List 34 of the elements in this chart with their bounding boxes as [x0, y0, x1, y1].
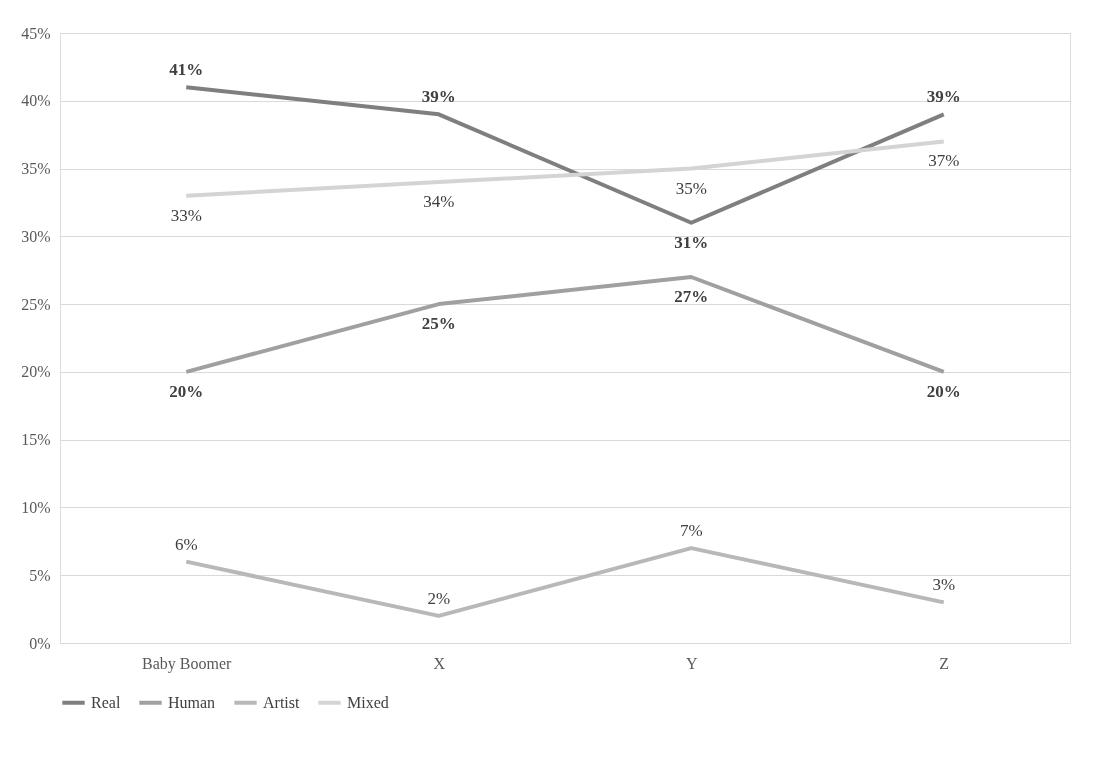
- data-label: 37%: [928, 151, 960, 171]
- data-label: 33%: [170, 205, 202, 225]
- data-label: 6%: [174, 534, 198, 554]
- legend-label: Human: [168, 693, 216, 711]
- y-tick-label: 30%: [21, 227, 51, 245]
- x-tick-label: Z: [939, 654, 950, 672]
- x-tick-label: Baby Boomer: [142, 654, 233, 673]
- x-tick-label: Y: [685, 654, 698, 672]
- y-tick-label: 45%: [21, 24, 51, 42]
- y-tick-label: 10%: [21, 498, 51, 516]
- data-label: 39%: [926, 87, 961, 107]
- legend-label: Mixed: [347, 693, 389, 711]
- legend-label: Artist: [263, 693, 300, 711]
- data-label: 35%: [675, 178, 707, 198]
- y-tick-label: 5%: [29, 566, 51, 584]
- data-label: 2%: [427, 588, 451, 608]
- data-label: 31%: [674, 232, 709, 252]
- data-label: 20%: [926, 381, 961, 401]
- data-label: 3%: [932, 575, 956, 595]
- data-label: 41%: [169, 60, 204, 80]
- y-tick-label: 0%: [29, 634, 51, 652]
- data-label: 20%: [169, 381, 204, 401]
- y-tick-label: 20%: [21, 363, 51, 381]
- y-tick-label: 15%: [21, 431, 51, 449]
- y-tick-label: 40%: [21, 92, 51, 110]
- data-label: 25%: [421, 314, 456, 334]
- legend-label: Real: [91, 693, 121, 711]
- y-tick-label: 35%: [21, 160, 51, 178]
- data-label: 27%: [674, 287, 709, 306]
- data-label: 34%: [423, 192, 455, 212]
- x-tick-label: X: [433, 654, 446, 672]
- data-label: 7%: [679, 521, 703, 541]
- y-tick-label: 25%: [21, 295, 51, 313]
- data-label: 39%: [421, 87, 456, 107]
